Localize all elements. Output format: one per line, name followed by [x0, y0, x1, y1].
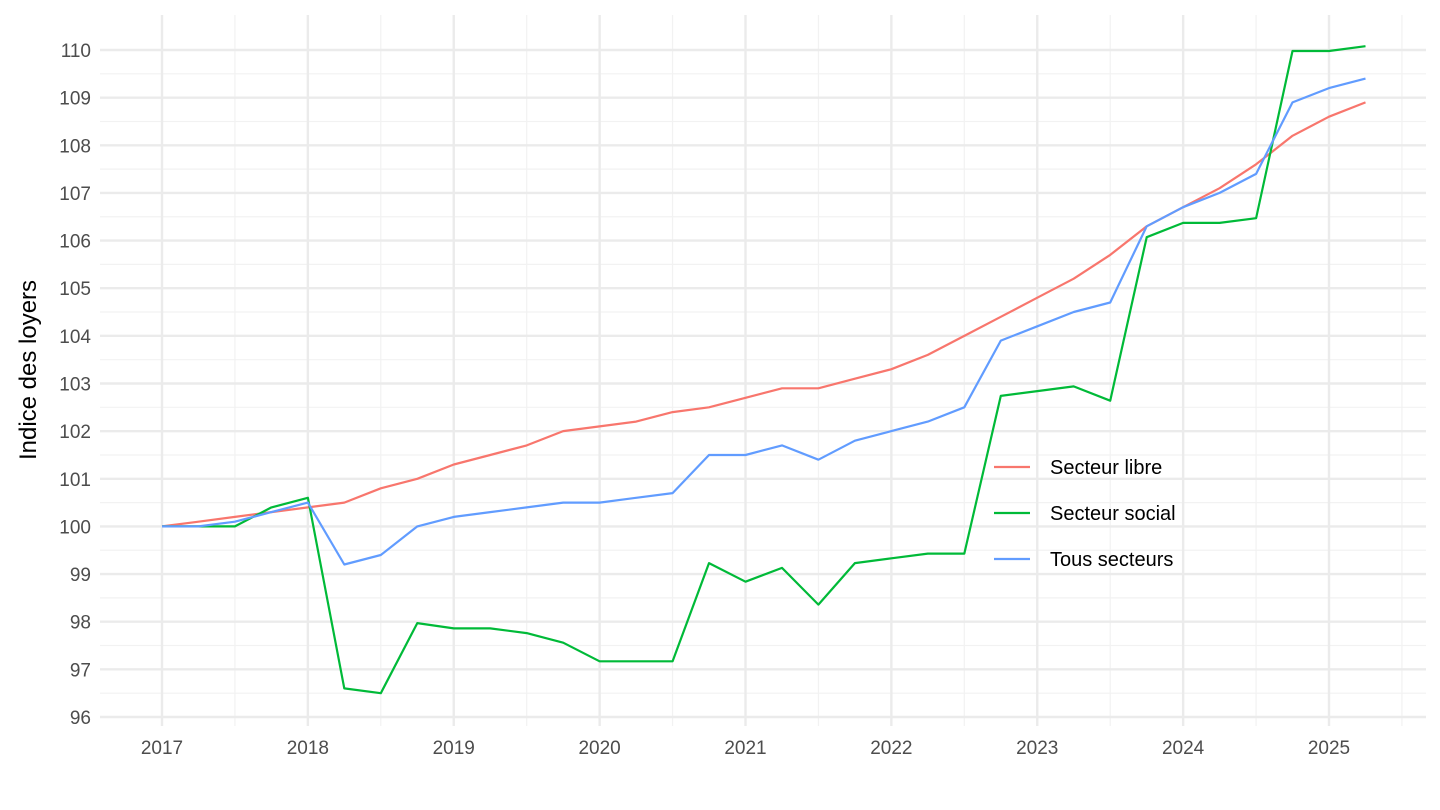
y-tick-label: 107: [59, 184, 91, 205]
y-tick-label: 98: [70, 613, 91, 634]
y-tick-label: 101: [59, 470, 91, 491]
series-line-tous-secteurs: [162, 77, 1366, 566]
y-tick-label: 99: [70, 565, 91, 586]
y-tick-label: 97: [70, 660, 91, 681]
x-tick-label: 2017: [141, 738, 183, 759]
x-tick-label: 2020: [578, 738, 620, 759]
y-tick-label: 105: [59, 279, 91, 300]
x-tick-label: 2023: [1016, 738, 1058, 759]
legend: Secteur libre Secteur social Tous secteurs: [994, 457, 1176, 571]
x-tick-label: 2024: [1162, 738, 1205, 759]
y-tick-label: 108: [59, 136, 91, 157]
y-axis-title: Indice des loyers: [15, 280, 42, 460]
x-tick-label: 2018: [287, 738, 329, 759]
major-gridlines: [100, 15, 1426, 726]
y-axis-tick-labels: 96 97 98 99 100 101 102 103 104 105 106 107 108 109 11…: [59, 41, 91, 729]
y-tick-label: 100: [59, 517, 91, 538]
legend-label-secteur-libre: Secteur libre: [1050, 457, 1162, 479]
y-tick-label: 106: [59, 232, 91, 253]
series-line-secteur-libre: [161, 101, 1366, 528]
y-tick-label: 102: [59, 422, 91, 443]
x-tick-label: 2021: [724, 738, 766, 759]
y-tick-label: 109: [59, 89, 91, 110]
y-tick-label: 96: [70, 708, 91, 729]
minor-gridlines: [100, 15, 1426, 726]
series-lines: [161, 45, 1366, 695]
legend-label-tous-secteurs: Tous secteurs: [1050, 549, 1173, 571]
x-tick-label: 2025: [1308, 738, 1350, 759]
y-tick-label: 110: [61, 41, 91, 62]
x-tick-label: 2019: [433, 738, 475, 759]
legend-label-secteur-social: Secteur social: [1050, 503, 1176, 525]
x-axis-tick-labels: 2017 2018 2019 2020 2021 2022 2023 2024 2025: [141, 738, 1350, 759]
y-tick-label: 104: [59, 327, 91, 348]
x-tick-label: 2022: [870, 738, 912, 759]
y-tick-label: 103: [59, 375, 91, 396]
series-line-secteur-social: [162, 45, 1366, 695]
